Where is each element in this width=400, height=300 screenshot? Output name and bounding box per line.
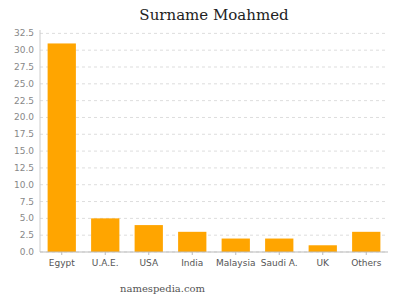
bar <box>222 239 250 252</box>
y-tick-label: 25.0 <box>14 79 34 89</box>
bar <box>352 232 380 252</box>
chart: 0.0 2.5 5.0 7.5 10.0 12.5 15.0 17.5 20.0 22.5 25.0… <box>0 0 400 300</box>
x-axis: Egypt U.A.E. USA India Malaysia Saudi A. UK Oth… <box>40 252 388 268</box>
y-axis: 0.0 2.5 5.0 7.5 10.0 12.5 15.0 17.5 20.0 22.5 25.0… <box>14 28 388 257</box>
x-tick-label: USA <box>139 258 158 268</box>
y-tick-label: 22.5 <box>14 96 34 106</box>
bar <box>48 43 76 252</box>
x-tick <box>148 252 149 255</box>
bar <box>178 232 206 252</box>
x-tick <box>366 252 367 255</box>
y-tick-label: 15.0 <box>14 146 34 156</box>
grid-line <box>40 134 388 135</box>
y-tick-label: 2.5 <box>20 230 34 240</box>
y-tick-label: 10.0 <box>14 180 34 190</box>
grid-line <box>40 117 388 118</box>
grid-line <box>40 184 388 185</box>
x-tick-label: Egypt <box>49 258 75 268</box>
x-tick <box>235 252 236 255</box>
y-tick-label: 12.5 <box>14 163 34 173</box>
y-tick-label: 17.5 <box>14 129 34 139</box>
bars <box>48 43 381 252</box>
bar <box>265 239 293 252</box>
y-tick-label: 0.0 <box>20 247 35 257</box>
grid-line <box>40 201 388 202</box>
x-tick-label: Others <box>351 258 382 268</box>
x-tick-label: U.A.E. <box>92 258 119 268</box>
x-tick-label: Saudi A. <box>261 258 298 268</box>
grid-line <box>40 67 388 68</box>
bar <box>309 245 337 252</box>
y-tick-label: 5.0 <box>20 213 35 223</box>
grid-line <box>40 167 388 168</box>
x-tick-label: Malaysia <box>216 258 255 268</box>
background <box>0 0 400 300</box>
bar <box>91 218 119 252</box>
y-tick-label: 32.5 <box>14 28 34 38</box>
x-tick <box>192 252 193 255</box>
y-axis-line <box>40 30 41 252</box>
y-tick-label: 27.5 <box>14 62 34 72</box>
bar <box>135 225 163 252</box>
x-tick <box>322 252 323 255</box>
grid-line <box>40 252 388 253</box>
x-tick-label: UK <box>317 258 331 268</box>
grid-line <box>40 100 388 101</box>
x-tick <box>105 252 106 255</box>
x-tick-label: India <box>181 258 203 268</box>
x-tick <box>61 252 62 255</box>
y-tick-label: 7.5 <box>20 197 34 207</box>
y-tick-label: 30.0 <box>14 45 34 55</box>
x-tick <box>279 252 280 255</box>
footer-text: namespedia.com <box>120 283 206 294</box>
title: Surname Moahmed <box>139 6 289 24</box>
grid-line <box>40 33 388 34</box>
grid-line <box>40 83 388 84</box>
grid-line <box>40 50 388 51</box>
x-axis-line <box>40 252 388 253</box>
y-tick-label: 20.0 <box>14 112 34 122</box>
grid-line <box>40 151 388 152</box>
